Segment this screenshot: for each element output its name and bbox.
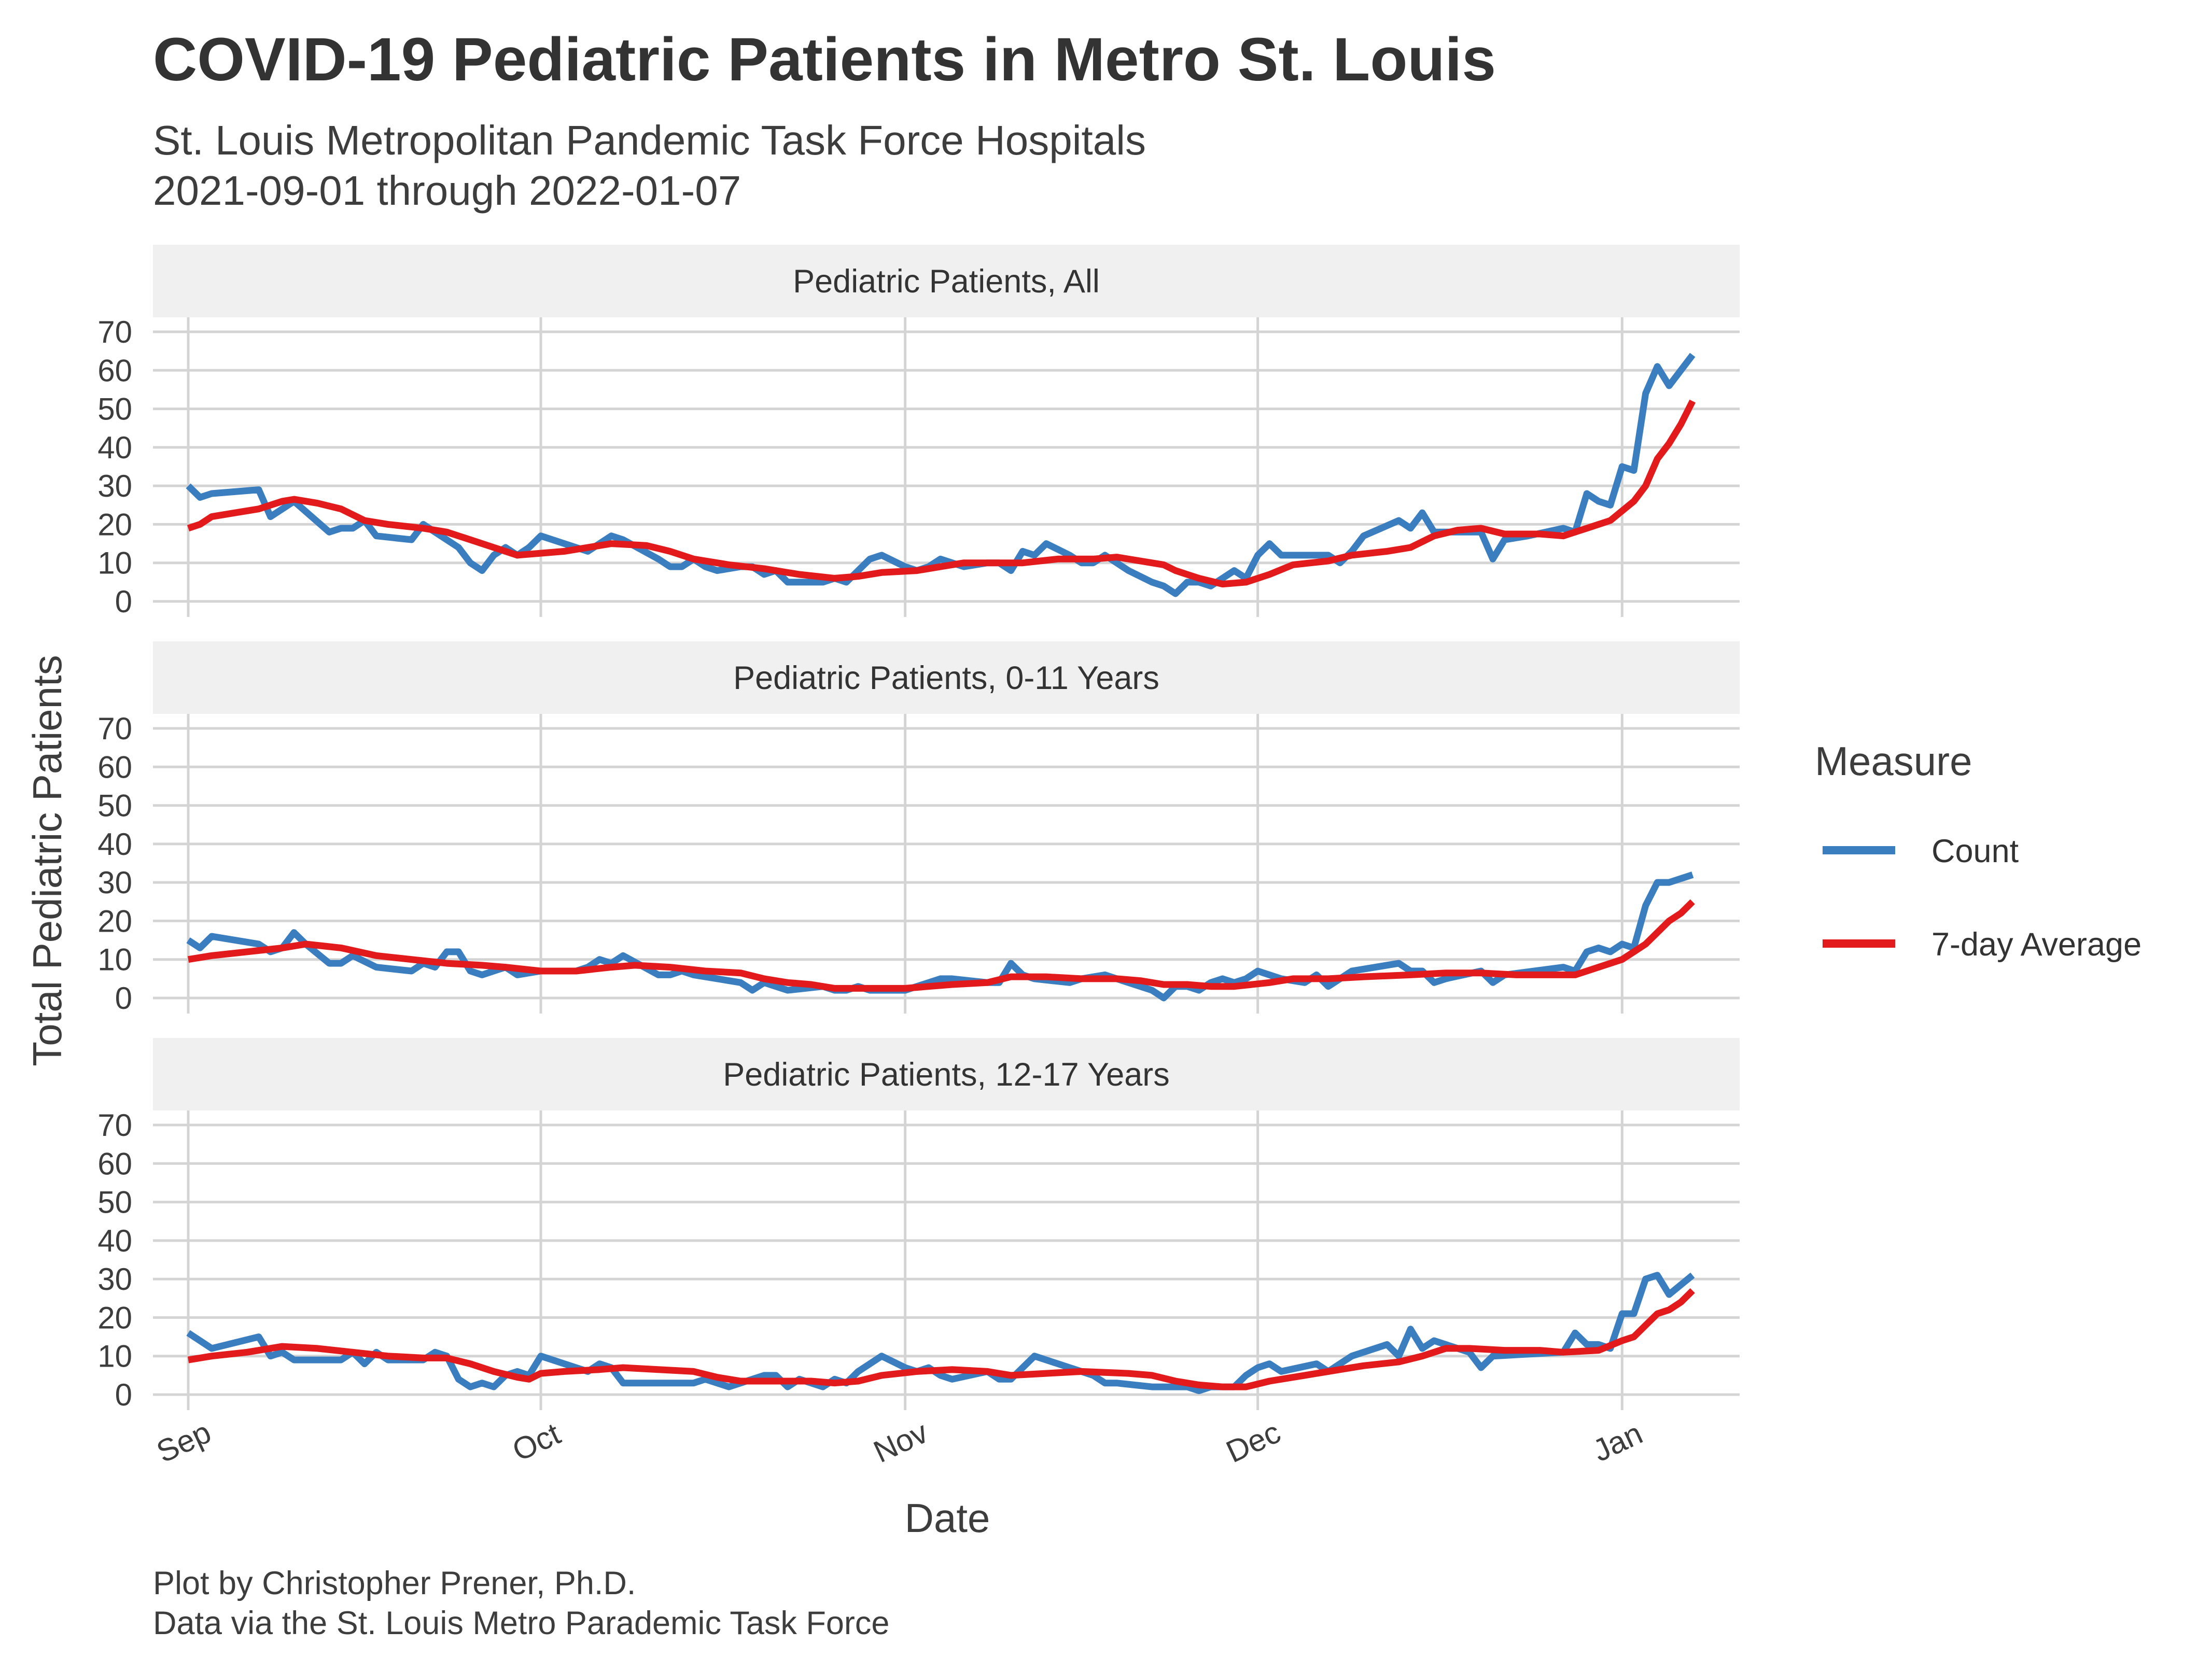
caption-line-2: Data via the St. Louis Metro Parademic T… xyxy=(153,1605,889,1641)
facet-strip xyxy=(153,641,1740,714)
legend: Measure Count 7-day Average xyxy=(1815,738,2141,963)
y-tick-label: 40 xyxy=(97,1224,132,1258)
y-axis-title: Total Pediatric Patients xyxy=(24,655,70,1066)
y-tick-label: 20 xyxy=(97,507,132,542)
facet-strip xyxy=(153,245,1740,317)
legend-label-7-day-average: 7-day Average xyxy=(1931,926,2141,963)
chart-subtitle-line-1: St. Louis Metropolitan Pandemic Task For… xyxy=(153,117,1146,163)
x-tick-label: Oct xyxy=(507,1416,566,1468)
y-tick-label: 70 xyxy=(97,315,132,349)
y-tick-label: 60 xyxy=(97,353,132,388)
facet-panels: Pediatric Patients, All010203040506070Pe… xyxy=(97,245,1740,1412)
y-tick-label: 40 xyxy=(97,827,132,862)
y-tick-label: 20 xyxy=(97,1300,132,1335)
y-tick-label: 10 xyxy=(97,546,132,581)
series-line-7-day-average xyxy=(187,899,1695,992)
chart-title: COVID-19 Pediatric Patients in Metro St.… xyxy=(153,25,1496,94)
x-tick-label: Nov xyxy=(869,1415,933,1470)
facet-strip-label: Pediatric Patients, 12-17 Years xyxy=(723,1057,1170,1093)
facet-strip-label: Pediatric Patients, 0-11 Years xyxy=(733,660,1159,696)
y-tick-label: 50 xyxy=(97,1185,132,1220)
y-tick-label: 30 xyxy=(97,469,132,503)
series-line-count xyxy=(186,871,1694,1002)
series-line-count xyxy=(186,353,1696,597)
x-axis: Sep Oct Nov Dec Jan xyxy=(151,1414,1648,1469)
caption-line-1: Plot by Christopher Prener, Ph.D. xyxy=(153,1565,636,1601)
y-tick-label: 0 xyxy=(115,1377,132,1412)
y-tick-label: 60 xyxy=(97,750,132,784)
y-tick-label: 10 xyxy=(97,943,132,977)
y-tick-label: 10 xyxy=(97,1339,132,1374)
x-tick-label: Dec xyxy=(1221,1415,1286,1470)
y-tick-label: 0 xyxy=(115,584,132,619)
x-axis-title: Date xyxy=(905,1495,990,1541)
legend-label-count: Count xyxy=(1931,833,2019,869)
y-tick-label: 30 xyxy=(97,865,132,900)
facet-strip xyxy=(153,1038,1740,1110)
series-line-7-day-average xyxy=(187,1288,1695,1390)
y-tick-label: 70 xyxy=(97,711,132,746)
y-tick-label: 40 xyxy=(97,430,132,465)
x-tick-label: Sep xyxy=(151,1414,216,1469)
series-line-7-day-average xyxy=(187,399,1696,588)
chart-subtitle-line-2: 2021-09-01 through 2022-01-07 xyxy=(153,167,741,214)
legend-title: Measure xyxy=(1815,738,1972,784)
y-tick-label: 20 xyxy=(97,904,132,938)
x-tick-label: Jan xyxy=(1588,1416,1648,1469)
y-tick-label: 0 xyxy=(115,981,132,1016)
y-tick-label: 30 xyxy=(97,1262,132,1297)
y-tick-label: 50 xyxy=(97,789,132,823)
y-tick-label: 70 xyxy=(97,1108,132,1143)
facet-strip-label: Pediatric Patients, All xyxy=(793,263,1100,300)
y-tick-label: 60 xyxy=(97,1146,132,1181)
y-tick-label: 50 xyxy=(97,392,132,427)
